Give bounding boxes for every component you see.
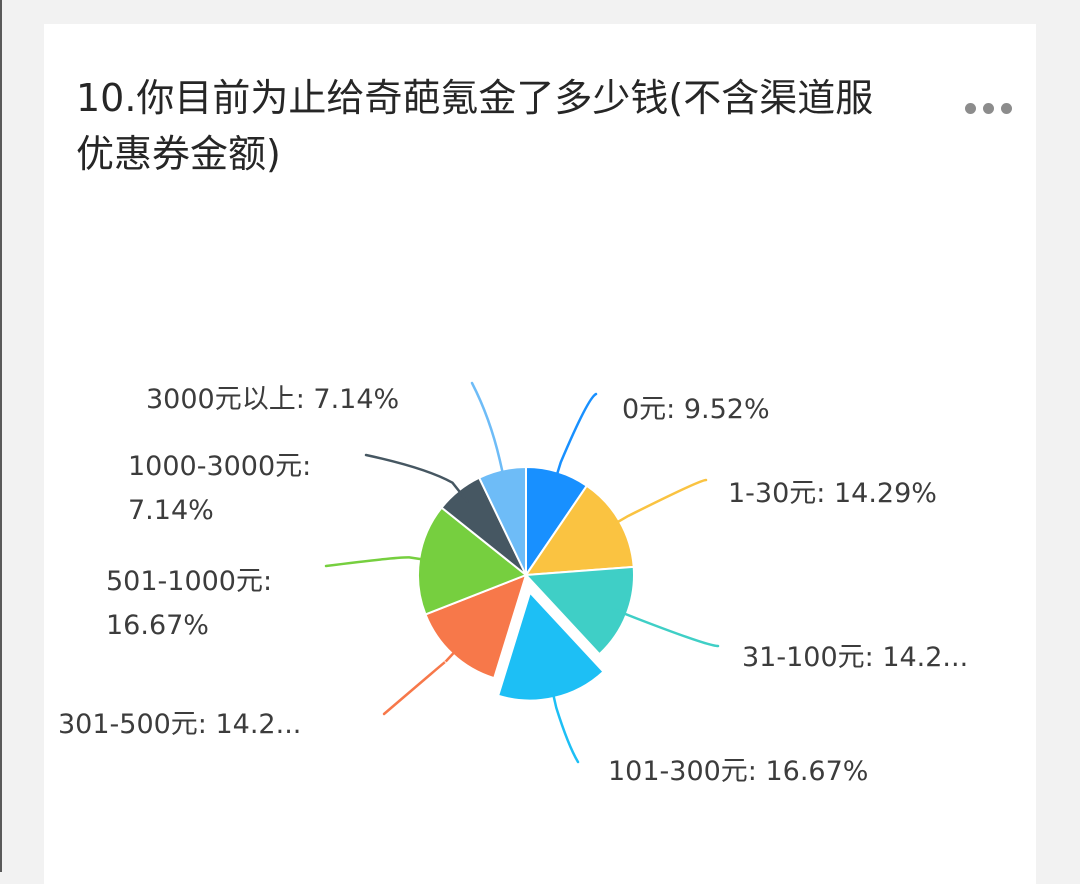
leader-line-2 (606, 478, 708, 530)
question-card: 10.你目前为止给奇葩氪金了多少钱(不含渠道服优惠券金额) (44, 24, 1036, 884)
slice-label-2: 1-30元: 14.29% (728, 478, 937, 509)
leader-line-4 (549, 682, 580, 764)
slice-label-line: 0元: 9.52% (622, 394, 770, 425)
leader-line-6 (324, 556, 435, 568)
leader-line-7 (364, 453, 469, 503)
slice-label-5: 301-500元: 14.2... (58, 709, 301, 740)
slice-label-line: 1-30元: 14.29% (728, 478, 937, 509)
slice-label-1: 0元: 9.52% (622, 394, 770, 425)
slice-label-6: 501-1000元: 16.67% (106, 566, 272, 641)
more-options-icon[interactable] (956, 96, 1020, 120)
window-edge (0, 0, 2, 872)
slice-label-4: 101-300元: 16.67% (608, 756, 868, 787)
slice-label-line: 501-1000元: (106, 566, 272, 597)
slice-label-8: 3000元以上: 7.14% (146, 384, 399, 415)
slice-label-7: 1000-3000元: 7.14% (128, 451, 311, 526)
slice-label-line: 3000元以上: 7.14% (146, 384, 399, 415)
slice-label-line: 16.67% (106, 610, 209, 641)
question-title: 10.你目前为止给奇葩氪金了多少钱(不含渠道服优惠券金额) (76, 76, 874, 176)
leader-line-1 (552, 392, 598, 487)
leader-line-3 (612, 608, 720, 648)
slice-label-line: 301-500元: 14.2... (58, 709, 301, 740)
slice-label-3: 31-100元: 14.2... (742, 642, 968, 673)
slice-label-line: 31-100元: 14.2... (742, 642, 968, 673)
slice-label-line: 1000-3000元: (128, 451, 311, 482)
leader-line-5 (382, 642, 464, 716)
leader-line-8 (470, 381, 507, 485)
slice-label-line: 7.14% (128, 495, 214, 526)
slice-label-line: 101-300元: 16.67% (608, 756, 868, 787)
